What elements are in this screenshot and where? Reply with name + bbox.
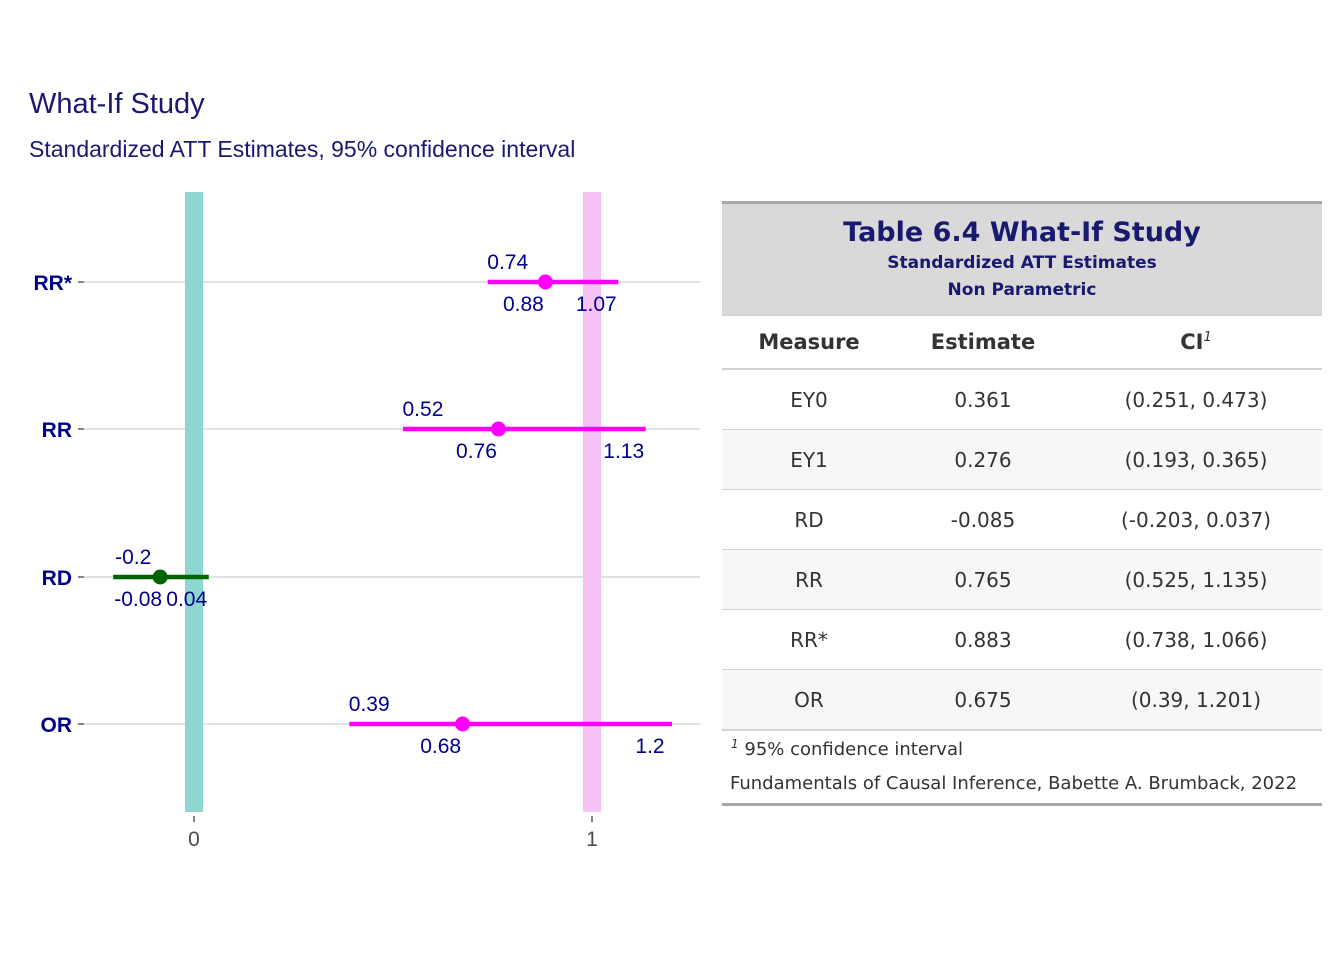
upper-ci-label: 0.04 (166, 588, 207, 611)
cell-estimate: -0.085 (896, 489, 1070, 550)
column-header-estimate: Estimate (896, 314, 1070, 370)
cell-measure: EY0 (722, 369, 896, 430)
estimate-label: -0.08 (114, 588, 162, 611)
table-row: RD -0.085 (-0.203, 0.037) (722, 489, 1322, 550)
table-title: Table 6.4 What-If Study (843, 217, 1201, 248)
cell-estimate: 0.765 (896, 549, 1070, 610)
column-header-measure: Measure (722, 314, 896, 370)
lower-ci-label: 0.74 (487, 251, 528, 274)
y-tick-label: RR* (33, 272, 72, 295)
data-labels-layer: 0.74 0.88 1.07 0.52 0.76 1.13 -0.2 -0.08 0.04 0.3… (114, 251, 664, 758)
cell-estimate: 0.361 (896, 369, 1070, 430)
table-row: EY1 0.276 (0.193, 0.365) (722, 429, 1322, 490)
table-subtitle: Standardized ATT Estimates (887, 253, 1157, 273)
estimate-label: 0.68 (420, 735, 461, 758)
results-table-panel: Table 6.4 What-If Study Standardized ATT… (722, 201, 1322, 806)
upper-ci-label: 1.13 (603, 440, 644, 463)
cell-ci: (0.738, 1.066) (1070, 609, 1322, 670)
cell-measure: RR* (722, 609, 896, 670)
table-row: RR* 0.883 (0.738, 1.066) (722, 609, 1322, 670)
cell-ci: (0.39, 1.201) (1070, 669, 1322, 731)
table-footnote: 1 95% confidence interval (722, 731, 1322, 767)
point-estimate-OR (455, 716, 471, 732)
footnote-mark: 1 (1203, 330, 1212, 345)
table-row: OR 0.675 (0.39, 1.201) (722, 669, 1322, 731)
results-table: Measure Estimate CI1 EY0 0.361 (0.251, 0… (722, 314, 1322, 731)
footnote-text: 95% confidence interval (744, 739, 963, 760)
upper-ci-label: 1.07 (576, 293, 617, 316)
axis-layer: OR RD RR RR* 0 1 (33, 272, 597, 851)
point-estimate-RR (490, 421, 506, 437)
table-subtitle-method: Non Parametric (947, 280, 1097, 300)
cell-ci: (-0.203, 0.037) (1070, 489, 1322, 550)
y-tick-label: RR (42, 419, 72, 442)
lower-ci-label: -0.2 (115, 546, 151, 569)
marks-layer (113, 274, 672, 732)
grid-layer (84, 281, 700, 725)
table-row: RR 0.765 (0.525, 1.135) (722, 549, 1322, 610)
lower-ci-label: 0.39 (349, 693, 390, 716)
point-estimate-RR* (537, 274, 553, 290)
cell-estimate: 0.276 (896, 429, 1070, 490)
column-header-ci: CI1 (1070, 314, 1322, 370)
y-tick-label: OR (41, 714, 73, 737)
table-header: Table 6.4 What-If Study Standardized ATT… (722, 201, 1322, 314)
estimate-label: 0.76 (456, 440, 497, 463)
table-header-row: Measure Estimate CI1 (722, 314, 1322, 370)
column-header-measure-label: Measure (758, 330, 860, 354)
cell-measure: EY1 (722, 429, 896, 490)
x-tick-label: 1 (586, 828, 598, 851)
estimate-label: 0.88 (503, 293, 544, 316)
forest-plot: OR RD RR RR* 0 1 0.74 0.88 1.07 0.52 0.76 1.13 -0.2… (33, 192, 700, 851)
cell-ci: (0.251, 0.473) (1070, 369, 1322, 430)
chart-title: What-If Study (29, 88, 205, 120)
reference-band (583, 192, 601, 812)
point-estimate-RD (152, 569, 168, 585)
x-tick-label: 0 (188, 828, 200, 851)
y-tick-label: RD (42, 567, 72, 590)
cell-measure: RR (722, 549, 896, 610)
column-header-ci-label: CI (1180, 330, 1204, 354)
cell-ci: (0.525, 1.135) (1070, 549, 1322, 610)
chart-subtitle: Standardized ATT Estimates, 95% confiden… (29, 136, 576, 162)
table-source-note: Fundamentals of Causal Inference, Babett… (722, 767, 1322, 806)
lower-ci-label: 0.52 (403, 398, 444, 421)
upper-ci-label: 1.2 (635, 735, 664, 758)
cell-measure: RD (722, 489, 896, 550)
reference-band (185, 192, 203, 812)
cell-ci: (0.193, 0.365) (1070, 429, 1322, 490)
column-header-estimate-label: Estimate (930, 330, 1036, 354)
reference-bands (185, 192, 601, 812)
cell-estimate: 0.675 (896, 669, 1070, 731)
table-row: EY0 0.361 (0.251, 0.473) (722, 369, 1322, 430)
cell-estimate: 0.883 (896, 609, 1070, 670)
footnote-mark: 1 (731, 737, 739, 751)
cell-measure: OR (722, 669, 896, 731)
